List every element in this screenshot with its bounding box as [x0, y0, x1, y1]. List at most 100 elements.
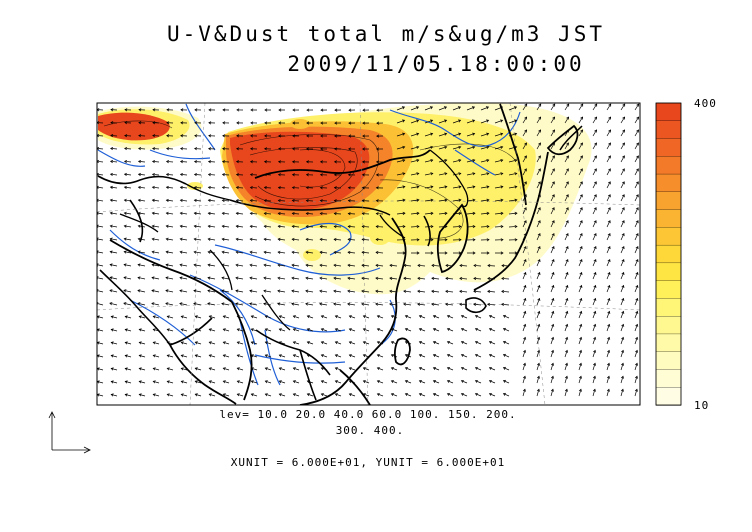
wind-vector-head — [551, 336, 555, 340]
wind-vector — [110, 186, 118, 189]
wind-vector-head — [415, 106, 420, 110]
wind-vector-head — [165, 237, 169, 241]
wind-vector-head — [221, 173, 225, 177]
wind-vector — [634, 272, 639, 280]
wind-vector-head — [522, 388, 526, 392]
wind-vector-head — [432, 315, 436, 318]
wind-vector — [348, 251, 356, 254]
wind-vector — [152, 212, 160, 215]
wind-vector-head — [523, 245, 527, 250]
wind-vector-head — [123, 185, 127, 189]
wind-vector-head — [608, 142, 611, 146]
wind-vector-head — [551, 323, 555, 327]
wind-vector — [363, 367, 370, 371]
wind-vector-head — [566, 129, 569, 133]
wind-vector-head — [180, 315, 184, 319]
wind-vector — [237, 328, 244, 332]
wind-vector-head — [416, 172, 420, 176]
wind-vector — [620, 181, 625, 189]
wind-vector-head — [97, 146, 100, 151]
wind-vector — [166, 251, 174, 254]
wind-vector-head — [362, 341, 366, 345]
wind-vector-head — [110, 341, 114, 345]
wind-vector-head — [488, 327, 493, 331]
wind-vector — [550, 350, 554, 358]
wind-vector — [508, 199, 517, 202]
wind-vector — [151, 302, 160, 306]
wind-vector-head — [502, 314, 507, 318]
wind-vector — [208, 199, 216, 202]
colorbar — [655, 102, 682, 406]
wind-vector-head — [97, 121, 100, 125]
wind-vector — [265, 393, 272, 397]
wind-vector-head — [444, 251, 448, 255]
wind-vector — [335, 315, 342, 319]
wind-vector-head — [566, 103, 570, 107]
graticule — [97, 103, 640, 405]
wind-vector — [279, 328, 286, 332]
wind-vector-head — [193, 198, 197, 203]
wind-vector-head — [263, 276, 267, 280]
wind-vector-head — [622, 129, 625, 133]
wind-vector-head — [361, 276, 365, 280]
wind-vector — [249, 264, 258, 267]
wind-vector — [536, 324, 540, 332]
wind-vector-head — [444, 224, 448, 229]
wind-vector-head — [222, 315, 226, 319]
wind-vector-head — [109, 289, 113, 293]
wind-vector — [431, 264, 440, 267]
wind-vector-head — [458, 172, 462, 176]
wind-vector-head — [109, 302, 113, 306]
wind-vector — [221, 277, 230, 280]
wind-vector — [634, 155, 639, 163]
wind-vector — [634, 103, 640, 111]
wind-vector-head — [552, 116, 556, 120]
wind-vector-head — [579, 336, 583, 340]
wind-vector-head — [97, 224, 99, 228]
wind-vector — [550, 324, 554, 332]
wind-vector — [634, 311, 638, 319]
wind-vector-head — [319, 199, 323, 203]
wind-vector — [306, 238, 314, 241]
wind-vector — [634, 285, 638, 293]
wind-vector-head — [221, 302, 225, 306]
wind-vector-head — [474, 379, 478, 383]
wind-vector-head — [123, 263, 127, 267]
wind-vector — [578, 207, 583, 215]
wind-vector — [293, 341, 300, 345]
wind-vector — [193, 264, 202, 267]
wind-vector-head — [194, 380, 198, 384]
wind-vector-head — [278, 328, 282, 332]
wind-vector — [447, 367, 454, 371]
wind-vector — [124, 251, 132, 254]
wind-vector — [431, 290, 440, 293]
wind-vector-head — [458, 224, 462, 229]
wind-vector-head — [607, 349, 611, 353]
wind-vector-head — [376, 354, 380, 358]
wind-vector-head — [523, 233, 527, 237]
wind-vector — [536, 207, 541, 215]
wind-vector-head — [607, 258, 611, 263]
wind-vector — [250, 238, 258, 241]
wind-vector — [536, 350, 540, 358]
wind-vector — [377, 315, 384, 319]
wind-vector — [363, 393, 370, 397]
wind-vector-head — [594, 129, 597, 133]
wind-vector-head — [635, 349, 639, 353]
wind-vector — [433, 380, 440, 384]
wind-vector — [447, 315, 454, 319]
wind-vector — [123, 302, 132, 306]
wind-vector-head — [514, 145, 518, 149]
wind-vector — [634, 298, 638, 306]
wind-vector — [550, 129, 555, 137]
wind-vector — [167, 341, 174, 345]
wind-vector-head — [124, 328, 128, 332]
wind-vector-head — [179, 160, 184, 164]
wind-vector-head — [137, 159, 142, 164]
wind-vector — [223, 367, 230, 371]
wind-vector — [536, 155, 541, 163]
wind-vector — [620, 324, 624, 332]
wind-vector — [606, 363, 610, 371]
wind-vector-head — [193, 289, 197, 293]
wind-vector-head — [249, 186, 253, 190]
